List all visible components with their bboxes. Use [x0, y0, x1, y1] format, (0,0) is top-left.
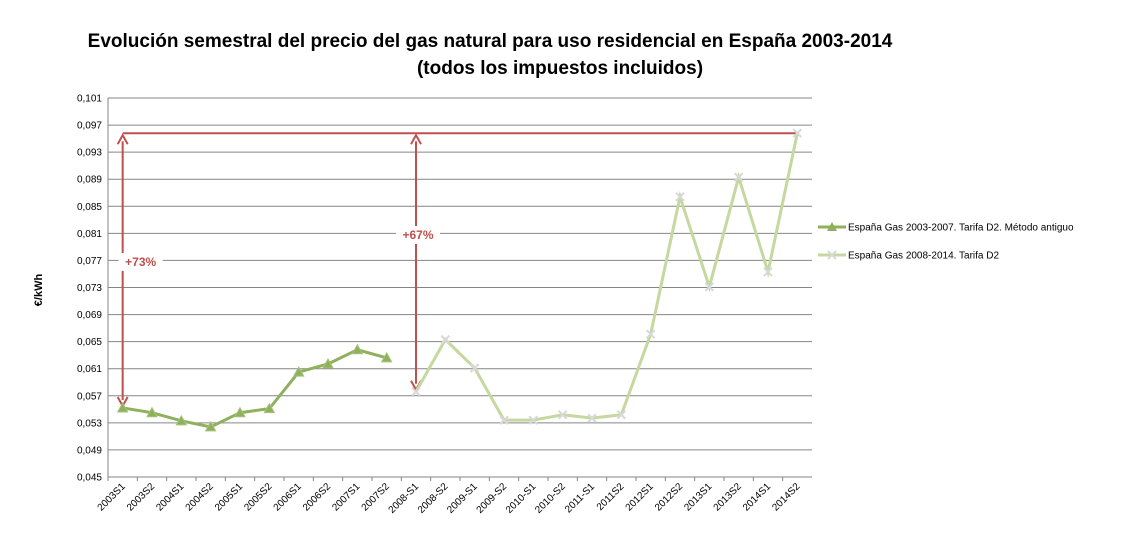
marker	[116, 401, 129, 413]
y-tick-label: 0,101	[77, 94, 102, 105]
marker	[146, 406, 158, 418]
annotation: +67%	[402, 228, 433, 242]
y-tick-label: 0,065	[77, 337, 102, 348]
marker	[234, 406, 246, 418]
chart-subtitle: (todos los impuestos incluidos)	[417, 58, 703, 79]
marker	[733, 172, 744, 182]
y-tick-label: 0,077	[77, 256, 102, 267]
series-line	[122, 348, 388, 429]
arrow-head	[410, 133, 422, 145]
annotation-bg	[396, 226, 440, 244]
marker	[351, 343, 364, 355]
annotation: +73%	[125, 255, 156, 269]
marker	[528, 415, 539, 425]
legend-marker	[827, 222, 837, 231]
marker	[499, 415, 509, 425]
y-tick-label: 0,085	[77, 202, 102, 213]
marker	[792, 128, 803, 138]
marker	[763, 267, 773, 277]
series-line	[414, 132, 799, 422]
y-axis-label: €/kWh	[33, 274, 45, 307]
marker	[440, 334, 451, 345]
legend-label: España Gas 2003-2007. Tarifa D2. Método …	[848, 223, 1074, 234]
marker	[469, 363, 480, 373]
marker	[411, 387, 421, 397]
legend-marker	[827, 250, 837, 260]
marker	[204, 420, 217, 432]
y-tick-label: 0,073	[77, 283, 102, 294]
y-tick-label: 0,089	[77, 175, 102, 186]
chart-title: Evolución semestral del precio del gas n…	[88, 31, 893, 52]
y-tick-label: 0,061	[77, 364, 102, 375]
y-tick-label: 0,057	[77, 391, 102, 402]
marker	[175, 414, 188, 426]
marker	[645, 329, 656, 339]
y-tick-label: 0,049	[77, 445, 102, 456]
legend-label: España Gas 2008-2014. Tarifa D2	[848, 251, 999, 262]
marker	[263, 402, 276, 414]
marker	[380, 351, 393, 363]
arrow-head	[116, 133, 129, 145]
marker	[616, 410, 627, 420]
marker	[587, 413, 597, 423]
y-tick-label: 0,069	[77, 310, 102, 321]
y-tick-label: 0,045	[77, 473, 102, 484]
annotation-bg	[118, 253, 163, 271]
y-tick-label: 0,093	[77, 148, 102, 159]
y-tick-label: 0,081	[77, 229, 102, 240]
marker	[675, 192, 685, 202]
y-tick-label: 0,097	[77, 121, 102, 132]
marker	[292, 366, 305, 377]
marker	[322, 357, 334, 369]
marker	[704, 282, 715, 292]
marker	[557, 410, 568, 420]
y-tick-label: 0,053	[77, 418, 102, 429]
